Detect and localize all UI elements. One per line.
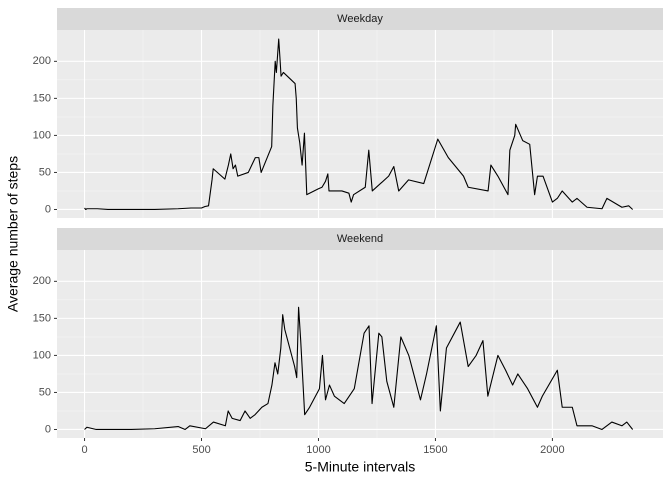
y-tick-label: 100 <box>33 129 51 141</box>
strip-title: Weekday <box>337 13 383 25</box>
y-tick-label: 0 <box>45 203 51 215</box>
panel <box>57 30 663 218</box>
y-tick-label: 50 <box>39 166 51 178</box>
x-tick-label: 1000 <box>306 444 330 456</box>
y-tick-label: 200 <box>33 55 51 67</box>
x-tick-label: 1500 <box>423 444 447 456</box>
y-tick-label: 0 <box>45 423 51 435</box>
strip <box>57 8 663 30</box>
strip <box>57 228 663 250</box>
y-axis-label: Average number of steps <box>5 156 21 312</box>
y-tick-label: 150 <box>33 312 51 324</box>
y-tick-label: 150 <box>33 92 51 104</box>
y-tick-label: 200 <box>33 275 51 287</box>
x-axis-label: 5-Minute intervals <box>305 459 416 475</box>
y-tick-label: 100 <box>33 349 51 361</box>
data-line <box>84 306 634 431</box>
data-line <box>84 38 634 211</box>
x-tick-label: 2000 <box>540 444 564 456</box>
x-tick-label: 0 <box>81 444 87 456</box>
strip-title: Weekend <box>337 233 383 245</box>
y-tick-label: 50 <box>39 386 51 398</box>
x-tick-label: 500 <box>192 444 210 456</box>
panel <box>57 250 663 438</box>
